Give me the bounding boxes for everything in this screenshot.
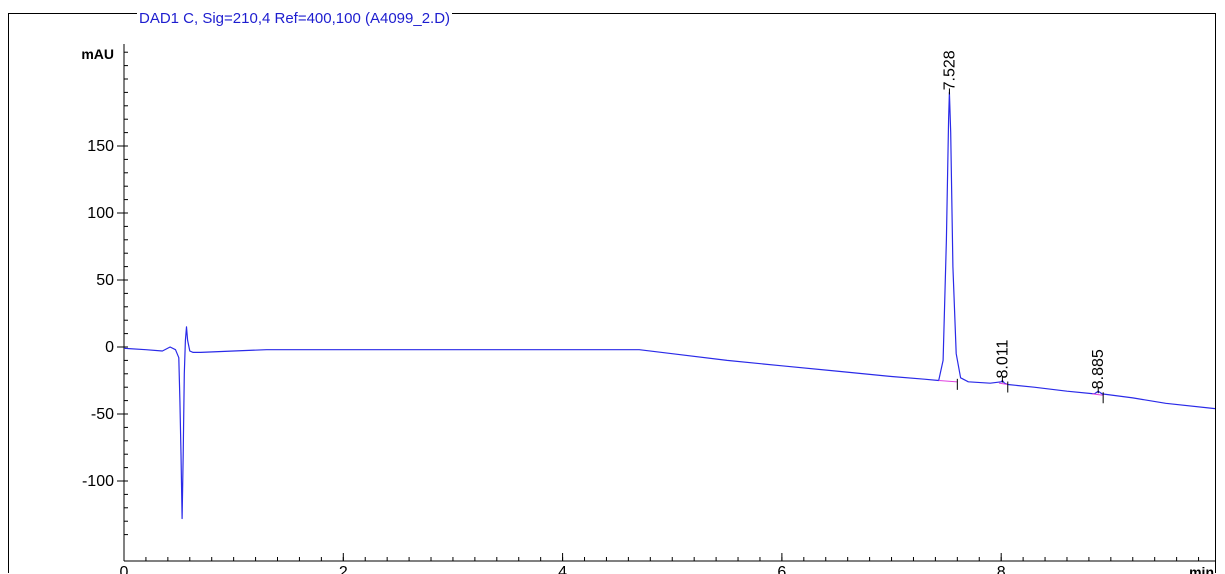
integration-baseline [998, 382, 1008, 386]
x-tick-label: 2 [339, 564, 348, 574]
y-axis-label: mAU [81, 46, 114, 62]
x-tick-label: 0 [120, 564, 129, 574]
y-tick-label: 0 [105, 339, 114, 356]
y-tick-label: 100 [87, 205, 114, 222]
trace-line-0 [123, 91, 1216, 520]
y-tick-label: -50 [91, 406, 114, 423]
y-tick-label: 150 [87, 138, 114, 155]
x-tick-label: 4 [558, 564, 567, 574]
x-tick-label: 8 [997, 564, 1006, 574]
chart-title: DAD1 C, Sig=210,4 Ref=400,100 (A4099_2.D… [137, 10, 453, 27]
x-axis-label: min [1189, 564, 1214, 574]
chart-frame: -100 -50 0 50 100 150 mAU 0 2 4 6 8 min 7.528 8.011 8.8… [8, 10, 1216, 574]
peak-label: 8.885 [1090, 349, 1107, 389]
x-tick-label: 6 [777, 564, 786, 574]
y-tick-label: 50 [96, 272, 114, 289]
peak-label: 7.528 [941, 50, 958, 90]
peak-label: 8.011 [994, 340, 1011, 379]
integration-baseline [1092, 393, 1104, 396]
chromatogram-chart: -100 -50 0 50 100 150 mAU 0 2 4 6 8 min 7.528 8.011 8.8… [81, 44, 1216, 574]
integration-baseline [938, 380, 958, 383]
y-tick-label: -100 [82, 473, 114, 490]
